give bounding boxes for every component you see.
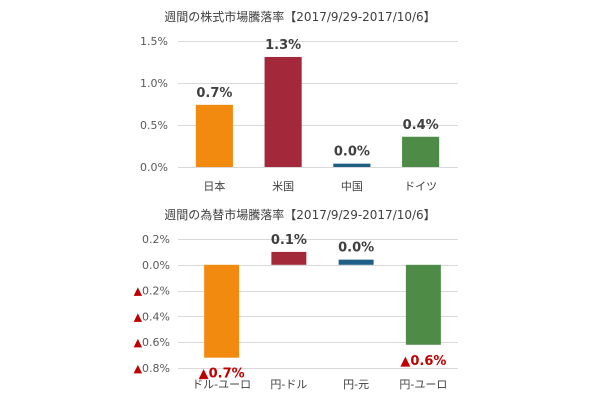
fx-bars: [204, 251, 441, 358]
stock-y-tick-label-1: 0.0%: [140, 161, 168, 174]
fx-chart-title: 週間の為替市場騰落率【2017/9/29-2017/10/6】: [164, 207, 435, 222]
stock-bar-4: [402, 136, 440, 167]
fx-y-tick-label-5: ▲0.6%: [134, 336, 170, 349]
fx-bar-2: [271, 251, 307, 265]
fx-y-tick-label-2: 0.0%: [142, 259, 170, 272]
stock-bar-1: [195, 104, 233, 167]
stock-data-label-3: 0.0%: [334, 145, 370, 160]
fx-x-tick-label-1: ドル-ユーロ: [192, 378, 251, 391]
stock-x-tick-label-1: 日本: [203, 179, 225, 193]
stock-x-tick-label-2: 米国: [272, 180, 294, 193]
fx-y-tick-label-3: ▲0.2%: [134, 285, 170, 298]
fx-x-tick-label-4: 円-ユーロ: [399, 378, 447, 391]
stock-data-label-4: 0.4%: [403, 118, 439, 133]
stock-bars: [195, 56, 440, 167]
stock-bar-3: [333, 163, 371, 167]
fx-y-axis: 0.2% 0.0% ▲0.2% ▲0.4% ▲0.6% ▲0.8%: [134, 233, 170, 375]
stock-y-tick-label-4: 1.5%: [140, 35, 168, 48]
fx-x-tick-label-3: 円-元: [343, 378, 369, 391]
fx-market-chart: 週間の為替市場騰落率【2017/9/29-2017/10/6】 0.2% 0.0%…: [134, 207, 458, 391]
stock-x-axis: 日本 米国 中国 ドイツ: [203, 179, 437, 193]
stock-data-label-1: 0.7%: [196, 86, 232, 101]
fx-x-axis: ドル-ユーロ 円-ドル 円-元 円-ユーロ: [192, 378, 447, 391]
stock-y-tick-label-3: 1.0%: [140, 77, 168, 90]
stock-y-axis: 0.0% 0.5% 1.0% 1.5%: [140, 35, 168, 174]
fx-data-label-2: 0.1%: [271, 233, 307, 248]
stock-market-chart: 週間の株式市場騰落率【2017/9/29-2017/10/6】 0.0% 0.5%…: [140, 9, 458, 193]
stock-data-labels: 0.7% 1.3% 0.0% 0.4%: [196, 38, 438, 160]
fx-data-label-3: 0.0%: [338, 241, 374, 256]
stock-chart-title: 週間の株式市場騰落率【2017/9/29-2017/10/6】: [164, 9, 435, 24]
stock-y-tick-label-2: 0.5%: [140, 119, 168, 132]
fx-data-label-4: ▲0.6%: [400, 354, 446, 369]
fx-bar-3: [338, 259, 374, 265]
fx-x-tick-label-2: 円-ドル: [270, 378, 307, 391]
fx-y-tick-label-1: 0.2%: [142, 233, 170, 246]
stock-x-tick-label-3: 中国: [341, 180, 363, 193]
stock-x-tick-label-4: ドイツ: [404, 180, 437, 193]
stock-data-label-2: 1.3%: [265, 38, 301, 53]
fx-y-tick-label-6: ▲0.8%: [134, 362, 170, 375]
fx-data-label-1: ▲0.7%: [199, 367, 245, 382]
fx-bar-4: [405, 264, 441, 345]
fx-y-tick-label-4: ▲0.4%: [134, 310, 170, 323]
fx-data-labels: ▲0.7% 0.1% 0.0% ▲0.6%: [199, 233, 447, 382]
fx-bar-1: [204, 264, 240, 358]
stock-bar-2: [264, 56, 302, 167]
